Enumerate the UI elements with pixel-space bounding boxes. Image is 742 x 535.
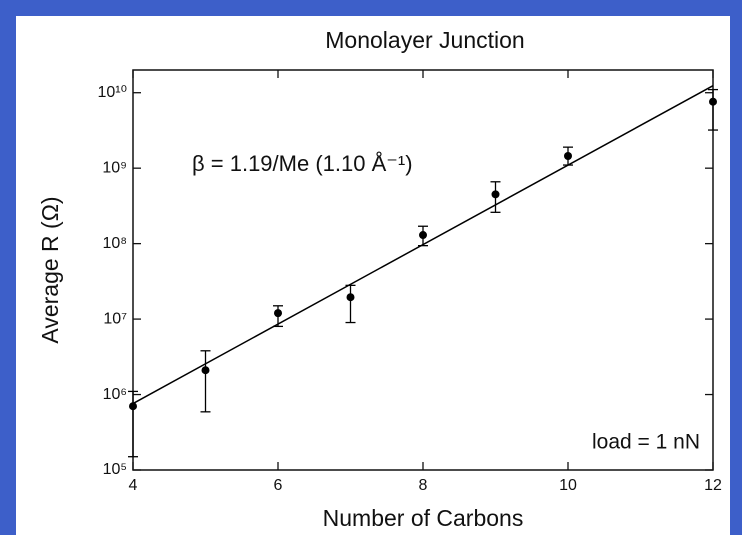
point xyxy=(419,231,427,240)
y-tick-label: 10⁹ xyxy=(102,159,127,176)
y-tick-label: 10⁵ xyxy=(103,461,127,478)
x-tick-label: 4 xyxy=(129,477,138,494)
y-axis-label: Average R (Ω) xyxy=(37,196,63,343)
point xyxy=(201,366,210,375)
x-tick-label: 10 xyxy=(559,477,577,494)
x-tick-label: 6 xyxy=(274,477,283,494)
y-tick-label: 10⁷ xyxy=(103,310,127,327)
annotation: β = 1.19/Me (1.10 Å⁻¹) xyxy=(192,151,413,176)
point xyxy=(491,190,500,199)
x-tick-label: 8 xyxy=(419,477,428,494)
x-axis-label: Number of Carbons xyxy=(323,505,524,531)
x-tick-label: 12 xyxy=(704,477,722,494)
point xyxy=(564,151,572,160)
point xyxy=(274,309,282,318)
slide-background xyxy=(16,16,730,535)
chart-title: Monolayer Junction xyxy=(325,27,524,53)
point xyxy=(346,293,355,302)
point xyxy=(129,402,137,411)
y-tick-label: 10⁸ xyxy=(102,235,127,252)
annotation: load = 1 nN xyxy=(592,431,700,454)
y-tick-label: 10⁶ xyxy=(103,386,127,403)
point xyxy=(709,97,717,106)
y-tick-label: 10¹⁰ xyxy=(97,84,127,101)
